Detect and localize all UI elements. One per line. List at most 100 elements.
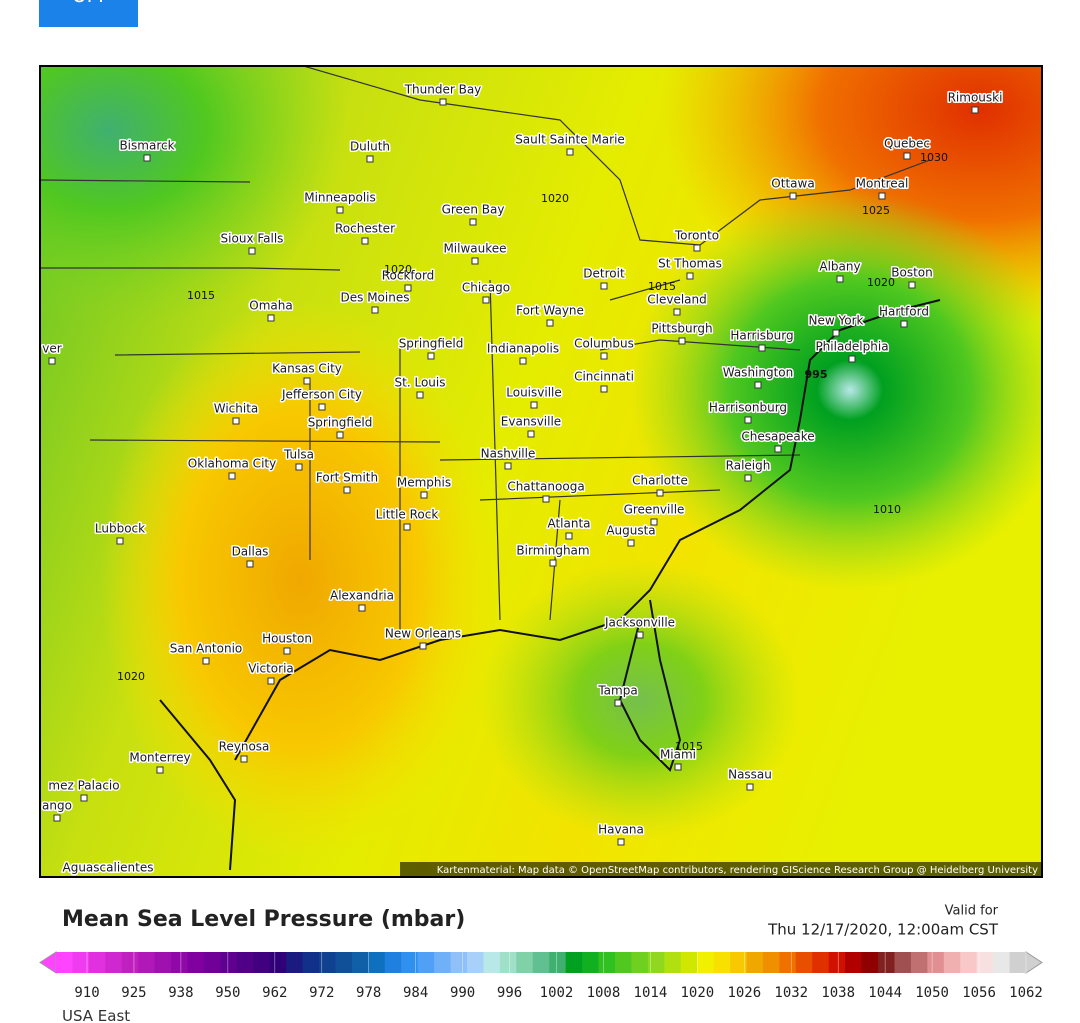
scale-label: 962 [262, 985, 287, 1001]
city-label: Aguascalientes [63, 861, 154, 875]
city-marker [366, 155, 374, 163]
city-label: Indianapolis [487, 342, 559, 356]
city-marker [549, 559, 557, 567]
scale-label: 1044 [868, 985, 902, 1001]
city-label: Albany [819, 260, 860, 274]
isobar-label: 1020 [117, 670, 145, 683]
scale-swatch [614, 952, 632, 973]
scale-swatch [121, 952, 139, 973]
city-marker [246, 560, 254, 568]
city-label: Raleigh [726, 459, 771, 473]
city-marker [53, 814, 61, 822]
city-marker [143, 154, 151, 162]
scale-swatch [286, 952, 304, 973]
city-marker [156, 766, 164, 774]
scale-arrow-right [1025, 951, 1043, 974]
isobar-label: 1010 [873, 503, 901, 516]
city-label: Reynosa [219, 740, 270, 754]
isobar-label: 1020 [867, 276, 895, 289]
scale-label: 1032 [774, 985, 808, 1001]
scale-swatch [746, 952, 764, 973]
city-label: Chattanooga [507, 480, 584, 494]
scale-label: 925 [121, 985, 146, 1001]
model-button[interactable] [39, 0, 138, 27]
scale-swatch [417, 952, 435, 973]
city-label: Boston [891, 266, 932, 280]
city-label: Atlanta [547, 517, 590, 531]
city-label: Pittsburgh [651, 322, 712, 336]
city-marker [427, 352, 435, 360]
city-label: Des Moines [341, 291, 410, 305]
scale-swatch [845, 952, 863, 973]
scale-swatch [762, 952, 780, 973]
city-label: Houston [262, 632, 312, 646]
city-marker [420, 491, 428, 499]
scale-label: 1002 [540, 985, 574, 1001]
city-marker [908, 281, 916, 289]
city-label: San Antonio [170, 642, 243, 656]
city-marker [202, 657, 210, 665]
city-marker [565, 532, 573, 540]
scale-swatch [532, 952, 550, 973]
isobar-label: 1020 [541, 192, 569, 205]
map: Kartenmaterial: Map data © OpenStreetMap… [40, 66, 1042, 877]
isobar-label: 995 [805, 368, 828, 381]
city-label: Augusta [606, 524, 655, 538]
city-label: Hartford [879, 305, 929, 319]
city-marker [371, 306, 379, 314]
scale-swatch [779, 952, 797, 973]
city-label: Rockford [382, 269, 435, 283]
city-label: Minneapolis [304, 191, 376, 205]
scale-swatch [72, 952, 90, 973]
city-label: Bismarck [119, 139, 174, 153]
scale-swatch [499, 952, 517, 973]
scale-swatch [680, 952, 698, 973]
scale-swatch [927, 952, 945, 973]
isobar-label: 1025 [862, 204, 890, 217]
scale-label: 910 [74, 985, 99, 1001]
city-marker [678, 337, 686, 345]
scale-swatch [812, 952, 830, 973]
scale-swatch [565, 952, 583, 973]
valid-label: Valid for [945, 904, 999, 919]
scale-swatch [401, 952, 419, 973]
scale-swatch [516, 952, 534, 973]
city-marker [361, 237, 369, 245]
scale-swatch [335, 952, 353, 973]
city-marker [636, 631, 644, 639]
scale-swatch [861, 952, 879, 973]
city-label: Nassau [728, 768, 772, 782]
scale-label: 972 [309, 985, 334, 1001]
city-label: New Orleans [385, 627, 461, 641]
scale-swatch [450, 952, 468, 973]
city-marker [673, 308, 681, 316]
city-label: Duluth [350, 140, 390, 154]
city-label: Thunder Bay [404, 83, 482, 97]
scale-swatch [171, 952, 189, 973]
city-marker [971, 106, 979, 114]
scale-swatch [483, 952, 501, 973]
city-marker [240, 755, 248, 763]
pressure-field [480, 560, 800, 840]
scale-swatch [56, 952, 73, 973]
city-label: Charlotte [632, 474, 688, 488]
city-label: Columbus [574, 337, 634, 351]
scale-label: 950 [215, 985, 240, 1001]
city-marker [232, 417, 240, 425]
city-marker [754, 381, 762, 389]
scale-label: 1020 [680, 985, 714, 1001]
scale-label: 1038 [821, 985, 855, 1001]
scale-label: 984 [403, 985, 428, 1001]
city-marker [248, 247, 256, 255]
city-marker [746, 783, 754, 791]
attribution-bar [400, 862, 1042, 877]
city-marker [686, 272, 694, 280]
city-marker [303, 377, 311, 385]
city-label: ango [42, 799, 72, 813]
city-label: Oklahoma City [188, 457, 276, 471]
city-marker [674, 763, 682, 771]
scale-swatch [154, 952, 172, 973]
city-marker [744, 474, 752, 482]
model-button-label[interactable]: UM [72, 0, 104, 7]
